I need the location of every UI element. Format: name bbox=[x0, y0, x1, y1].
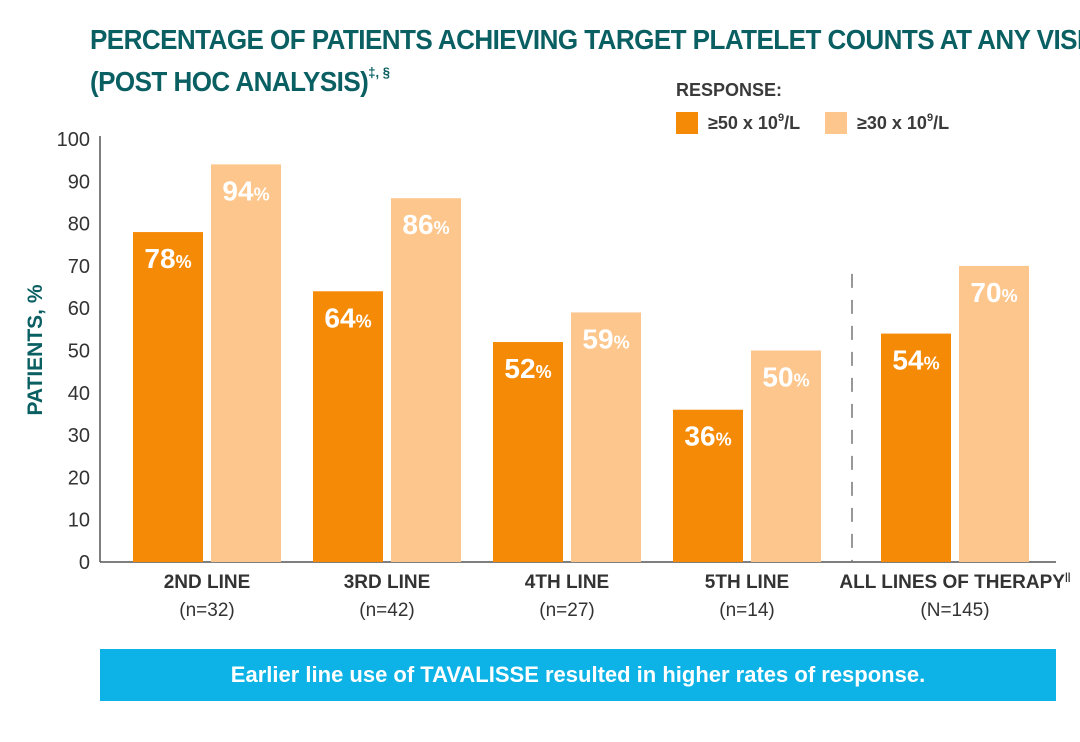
x-category-label: 5TH LINE bbox=[705, 572, 789, 593]
y-tick-label: 100 bbox=[57, 129, 90, 151]
bar bbox=[673, 409, 743, 562]
chart-title: PERCENTAGE OF PATIENTS ACHIEVING TARGET … bbox=[90, 24, 1080, 98]
y-tick-label: 90 bbox=[68, 171, 90, 193]
y-tick-label: 0 bbox=[79, 552, 90, 574]
bar-value-label: 36% bbox=[684, 421, 731, 452]
x-category-label: 2ND LINE bbox=[164, 572, 251, 593]
bar bbox=[493, 342, 563, 562]
legend-label-50-suffix: /L bbox=[784, 113, 801, 133]
x-category-sublabel: (N=145) bbox=[920, 600, 989, 621]
bar bbox=[881, 333, 951, 562]
bar-value-label: 64% bbox=[324, 302, 371, 333]
legend-swatch-50 bbox=[676, 112, 698, 134]
y-tick-label: 40 bbox=[68, 383, 90, 405]
legend-label-30-prefix: ≥30 x 10 bbox=[857, 113, 927, 133]
title-line-2-text: (POST HOC ANALYSIS) bbox=[90, 66, 369, 97]
legend-label-30-suffix: /L bbox=[933, 113, 950, 133]
legend-swatch-30 bbox=[825, 112, 847, 134]
y-tick-label: 30 bbox=[68, 425, 90, 447]
legend-heading: RESPONSE: bbox=[676, 80, 783, 100]
bar-value-label: 86% bbox=[402, 209, 449, 240]
y-tick-label: 80 bbox=[68, 214, 90, 236]
conclusion-banner: Earlier line use of TAVALISSE resulted i… bbox=[100, 649, 1056, 701]
bar-value-label: 59% bbox=[582, 323, 629, 354]
bar-value-label: 94% bbox=[222, 175, 269, 206]
x-category-sublabel: (n=14) bbox=[719, 600, 774, 621]
bar-value-label: 70% bbox=[970, 277, 1017, 308]
legend-item-30: ≥30 x 109/L bbox=[825, 112, 949, 134]
bar bbox=[959, 265, 1029, 562]
title-superscript: ‡, § bbox=[368, 64, 391, 80]
title-line-1: PERCENTAGE OF PATIENTS ACHIEVING TARGET … bbox=[90, 24, 1080, 55]
y-tick-label: 70 bbox=[68, 256, 90, 278]
x-category-sublabel: (n=32) bbox=[179, 600, 234, 621]
bar-value-label: 54% bbox=[892, 345, 939, 376]
x-category-sublabel: (n=27) bbox=[539, 600, 594, 621]
x-category-label: ALL LINES OF THERAPY|| bbox=[839, 572, 1070, 593]
legend-item-50: ≥50 x 109/L bbox=[676, 112, 800, 134]
legend-label-50: ≥50 x 109/L bbox=[708, 112, 800, 134]
y-tick-label: 60 bbox=[68, 298, 90, 320]
y-tick-label: 50 bbox=[68, 341, 90, 363]
legend-label-30: ≥30 x 109/L bbox=[857, 112, 949, 134]
x-category-label: 3RD LINE bbox=[344, 572, 431, 593]
y-tick-label: 20 bbox=[68, 467, 90, 489]
title-line-2: (POST HOC ANALYSIS)‡, § bbox=[90, 56, 983, 98]
bar bbox=[313, 291, 383, 562]
bar bbox=[211, 164, 281, 562]
legend-label-30-exp: 9 bbox=[926, 112, 934, 124]
bar bbox=[751, 350, 821, 562]
x-category-label: 4TH LINE bbox=[525, 572, 609, 593]
legend-label-50-prefix: ≥50 x 10 bbox=[708, 113, 778, 133]
x-category-sublabel: (n=42) bbox=[359, 600, 414, 621]
bar bbox=[571, 312, 641, 562]
bar bbox=[391, 198, 461, 562]
bar-value-label: 52% bbox=[504, 353, 551, 384]
bar bbox=[133, 232, 203, 562]
bar-value-label: 50% bbox=[762, 362, 809, 393]
y-tick-label: 10 bbox=[68, 510, 90, 532]
legend-label-50-exp: 9 bbox=[777, 112, 785, 124]
bar-value-label: 78% bbox=[144, 243, 191, 274]
